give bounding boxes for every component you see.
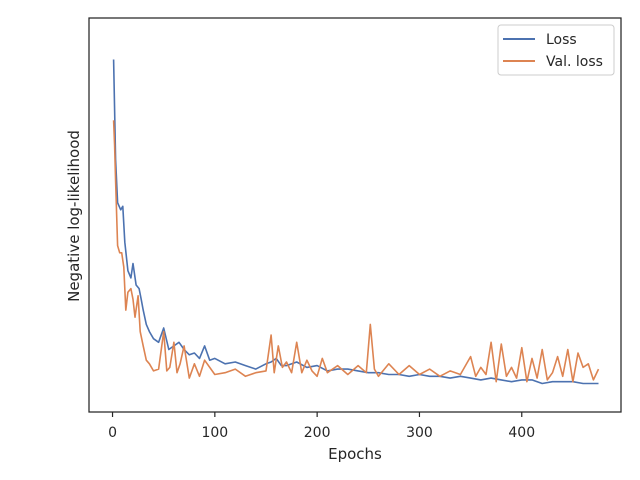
x-axis-ticks: 0 100 200 300 400 [108,412,535,441]
legend-box [497,24,615,76]
x-tick-label: 400 [508,425,535,441]
x-tick-label: 100 [201,425,228,441]
plot-area [112,59,600,385]
x-tick-label: 0 [108,425,117,441]
x-axis-label: Epochs [328,445,382,463]
plot-frame [88,17,622,413]
legend-label-val-loss: Val. loss [546,54,603,70]
y-axis-label: Negative log-likelihood [65,130,83,302]
x-tick-label: 200 [304,425,331,441]
legend: Loss Val. loss [497,24,615,76]
series-line-val-loss [112,120,600,383]
x-tick-label: 300 [406,425,433,441]
legend-label-loss: Loss [546,32,577,48]
